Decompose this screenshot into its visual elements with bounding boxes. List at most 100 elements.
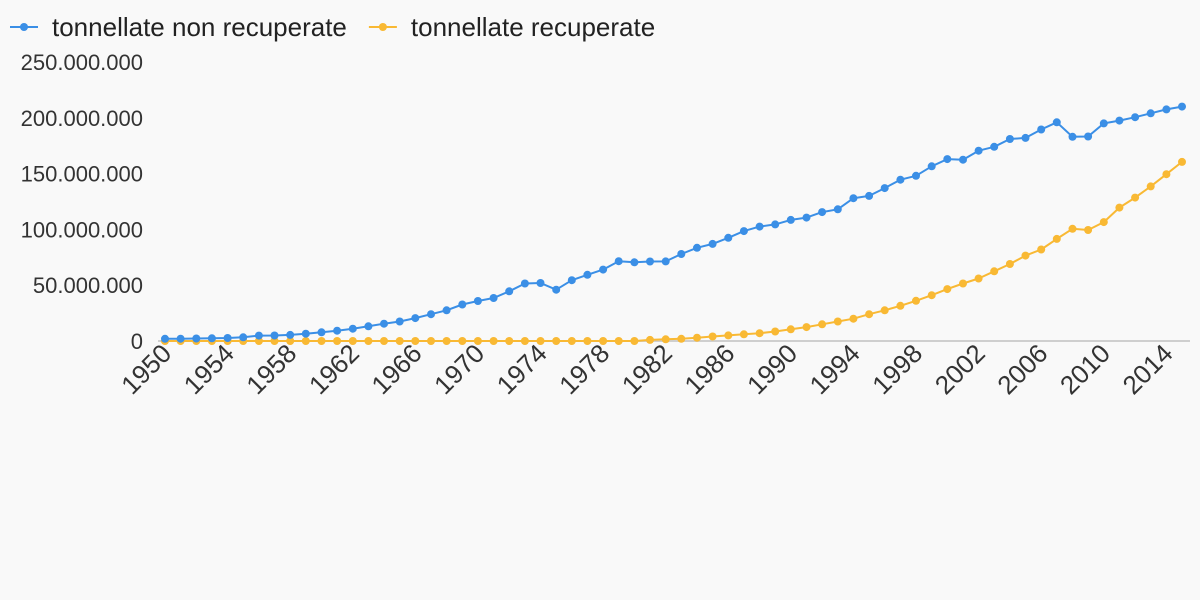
data-point <box>333 326 342 335</box>
data-point <box>536 279 545 287</box>
data-point <box>333 337 342 345</box>
data-point <box>1131 193 1140 202</box>
data-point <box>661 335 670 344</box>
data-point <box>739 227 748 236</box>
data-point <box>912 296 920 305</box>
data-point <box>693 243 701 252</box>
data-point <box>755 329 764 338</box>
data-point <box>677 334 686 343</box>
data-point <box>833 205 842 214</box>
data-point <box>1084 226 1093 234</box>
data-point <box>1178 157 1186 166</box>
data-point <box>317 337 326 345</box>
data-point <box>1037 245 1046 254</box>
data-point <box>348 324 357 333</box>
data-point <box>912 171 920 180</box>
x-tick-label: 1970 <box>428 338 490 400</box>
data-point <box>473 297 482 305</box>
data-point <box>395 317 404 326</box>
data-point <box>849 314 858 323</box>
data-point <box>1068 224 1077 233</box>
data-point <box>223 334 232 342</box>
data-point <box>661 257 670 266</box>
data-point <box>427 310 435 319</box>
data-point <box>1115 203 1124 212</box>
data-point <box>1146 109 1155 118</box>
data-point <box>646 335 654 344</box>
data-point <box>708 239 717 248</box>
x-tick-label: 1954 <box>178 338 240 400</box>
data-point <box>1021 133 1030 142</box>
data-point <box>254 331 263 340</box>
data-point <box>771 220 780 229</box>
y-tick-label: 50.000.000 <box>33 273 143 298</box>
series-layer <box>161 102 1186 345</box>
x-tick-label: 1978 <box>553 338 615 400</box>
data-point <box>1052 234 1061 243</box>
data-point <box>489 337 498 345</box>
series-2 <box>161 157 1186 345</box>
data-point <box>630 337 639 345</box>
data-point <box>630 258 639 267</box>
data-point <box>880 306 889 315</box>
data-point <box>865 310 874 319</box>
y-axis-ticks: 0 50.000.000 100.000.000 150.000.000 200.000… <box>21 50 143 354</box>
data-point <box>270 337 279 345</box>
data-point <box>880 184 889 193</box>
data-point <box>395 337 404 345</box>
data-point <box>1099 119 1108 128</box>
x-axis-ticks: 1950 1954 1958 1962 1966 1970 1974 1978 1982 1986… <box>115 338 1178 400</box>
data-point <box>505 287 514 296</box>
data-point <box>176 334 185 343</box>
data-point <box>802 323 811 332</box>
data-point <box>724 331 733 340</box>
x-tick-label: 2014 <box>1116 338 1178 400</box>
data-point <box>348 337 357 345</box>
series-1 <box>161 102 1186 343</box>
data-point <box>520 279 529 288</box>
data-point <box>1146 182 1155 191</box>
y-tick-label: 150.000.000 <box>21 162 143 187</box>
data-point <box>1131 113 1140 122</box>
data-point <box>786 215 795 224</box>
data-point <box>865 191 874 200</box>
data-point <box>1005 135 1014 143</box>
data-point <box>724 233 733 242</box>
chart-legend: tonnellate non recuperate tonnellate recu… <box>10 12 655 42</box>
data-point <box>1115 116 1124 125</box>
legend-marker <box>378 23 387 31</box>
data-point <box>270 331 279 340</box>
x-tick-label: 1990 <box>741 338 803 400</box>
data-point <box>1084 132 1093 141</box>
x-tick-label: 1950 <box>115 338 177 400</box>
data-point <box>207 334 216 343</box>
legend-label: tonnellate recuperate <box>411 12 655 42</box>
data-point <box>693 333 701 342</box>
data-point <box>427 337 435 345</box>
data-point <box>1178 102 1186 111</box>
legend-item-2: tonnellate recuperate <box>368 12 655 42</box>
x-tick-label: 1994 <box>804 338 866 400</box>
data-point <box>1162 105 1171 114</box>
data-point <box>1068 132 1077 141</box>
data-point <box>1099 218 1108 227</box>
y-tick-label: 100.000.000 <box>21 217 143 242</box>
data-point <box>286 337 295 345</box>
data-point <box>755 222 764 231</box>
data-point <box>1021 251 1030 260</box>
data-point <box>192 334 201 343</box>
data-point <box>771 327 780 336</box>
series-line <box>165 161 1183 342</box>
data-point <box>802 213 811 222</box>
legend-label: tonnellate non recuperate <box>52 12 347 42</box>
legend-marker <box>20 23 28 31</box>
data-point <box>1037 125 1046 134</box>
data-point <box>786 325 795 334</box>
data-point <box>552 285 561 294</box>
data-point <box>943 155 952 164</box>
data-point <box>896 301 905 310</box>
data-point <box>161 334 169 343</box>
data-point <box>818 320 827 329</box>
data-point <box>442 306 451 315</box>
